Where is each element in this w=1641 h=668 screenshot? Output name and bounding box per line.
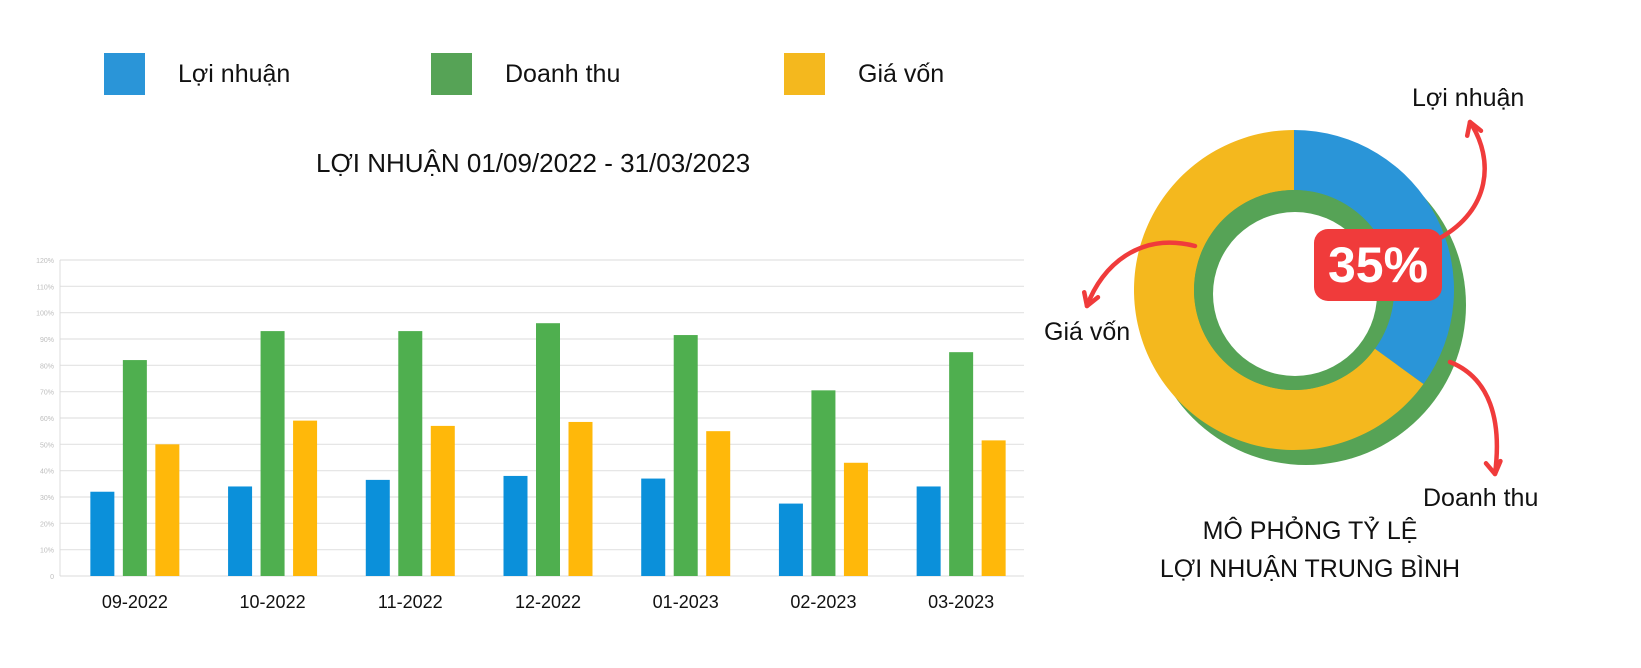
arrow-revenue — [1447, 359, 1500, 477]
bar-revenue — [673, 335, 698, 576]
legend-swatch-revenue — [431, 53, 472, 95]
x-tick-label: 10-2022 — [240, 592, 306, 612]
y-tick-label: 20% — [40, 521, 54, 528]
legend-swatch-cost — [784, 53, 825, 95]
donut-caption: MÔ PHỎNG TỶ LỆ LỢI NHUẬN TRUNG BÌNH — [1130, 512, 1490, 588]
y-tick-label: 120% — [36, 258, 54, 265]
bar-cost — [706, 431, 731, 576]
bar-profit — [916, 486, 941, 576]
donut-label-cost: Giá vốn — [1044, 318, 1131, 346]
y-tick-label: 0 — [50, 574, 54, 581]
bar-revenue — [811, 390, 836, 576]
x-tick-label: 09-2022 — [102, 592, 168, 612]
legend-label-cost: Giá vốn — [858, 59, 945, 88]
arrow-profit — [1437, 119, 1487, 241]
bar-cost — [981, 440, 1006, 576]
y-tick-label: 50% — [40, 442, 54, 449]
bar-revenue — [260, 331, 285, 576]
donut-label-revenue: Doanh thu — [1423, 484, 1539, 512]
legend-item-profit: Lợi nhuận — [104, 53, 290, 95]
y-tick-label: 40% — [40, 469, 54, 476]
bar-cost — [155, 444, 180, 576]
bar-profit — [641, 478, 666, 576]
bar-profit — [90, 491, 115, 576]
donut-slice-profit — [1294, 130, 1454, 385]
arrow-cost-head — [1081, 290, 1101, 309]
x-tick-label: 01-2023 — [653, 592, 719, 612]
donut-slice-cost — [1134, 130, 1424, 450]
bar-revenue — [122, 360, 147, 576]
arrow-profit-head — [1464, 119, 1484, 138]
bar-profit — [778, 503, 803, 576]
y-tick-label: 100% — [36, 311, 54, 318]
bar-chart: 0 10% 20% 30% 40% 50% 60% 70% 80% 90% 100% 110% 120%… — [36, 258, 1024, 612]
bar-profit — [228, 486, 253, 576]
donut-caption-line1: MÔ PHỎNG TỶ LỆ — [1202, 517, 1418, 545]
arrow-revenue-head — [1483, 458, 1503, 477]
bar-revenue — [949, 352, 974, 576]
chart-title: LỢI NHUẬN 01/09/2022 - 31/03/2023 — [316, 148, 751, 178]
x-tick-label: 02-2023 — [790, 592, 856, 612]
percentage-badge: 35% — [1314, 229, 1442, 301]
bar-cost — [293, 420, 318, 576]
x-tick-label: 11-2022 — [378, 592, 443, 612]
bar-profit — [365, 479, 390, 576]
y-tick-label: 60% — [40, 416, 54, 423]
x-tick-label: 03-2023 — [928, 592, 994, 612]
y-tick-label: 80% — [40, 363, 54, 370]
bar-profit — [503, 475, 528, 576]
bar-revenue — [398, 331, 423, 576]
y-tick-label: 90% — [40, 337, 54, 344]
legend-item-revenue: Doanh thu — [431, 53, 620, 95]
bar-cost — [843, 462, 868, 576]
y-tick-label: 10% — [40, 548, 54, 555]
arrow-cost — [1084, 240, 1198, 309]
y-tick-label: 110% — [37, 284, 54, 291]
x-tick-label: 12-2022 — [515, 592, 581, 612]
bar-cost — [568, 421, 593, 576]
donut-caption-line2: LỢI NHUẬN TRUNG BÌNH — [1159, 555, 1461, 583]
legend-label-profit: Lợi nhuận — [178, 59, 291, 88]
y-tick-label: 70% — [40, 390, 54, 397]
bar-cost — [430, 425, 455, 576]
y-tick-label: 30% — [40, 495, 54, 502]
legend-swatch-profit — [104, 53, 145, 95]
legend-label-revenue: Doanh thu — [505, 59, 621, 88]
donut-label-profit: Lợi nhuận — [1412, 84, 1525, 112]
legend-item-cost: Giá vốn — [784, 53, 944, 95]
bar-revenue — [536, 323, 560, 576]
